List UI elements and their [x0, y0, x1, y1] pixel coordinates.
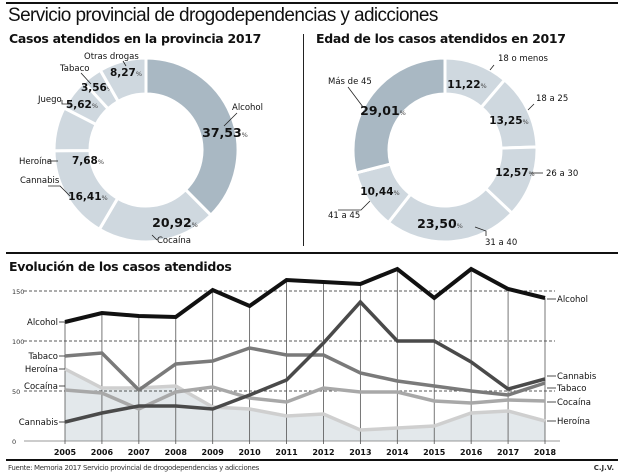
donut-category-label: Cocaína — [157, 236, 191, 246]
right-series-label: Heroína — [557, 417, 590, 427]
x-tick-label: 2006 — [91, 448, 114, 457]
leader-line — [61, 100, 72, 105]
y-tick-label: 100 — [12, 338, 24, 346]
donut-value-label: 37,53% — [202, 125, 248, 140]
donut-value-label: 8,27% — [110, 67, 142, 79]
heroina-area — [65, 369, 545, 441]
donut-value-label: 10,44% — [360, 186, 399, 198]
donut-category-label: Más de 45 — [328, 77, 372, 87]
donut-category-label: Heroína — [19, 157, 52, 167]
donut-value-label: 13,25% — [489, 115, 528, 127]
donut-value-label: 11,22% — [447, 79, 486, 91]
x-tick-label: 2009 — [202, 448, 225, 457]
x-tick-label: 2010 — [238, 448, 261, 457]
x-tick-label: 2015 — [423, 448, 446, 457]
donut2-title: Edad de los casos atendidos en 2017 — [316, 31, 566, 46]
donut-value-label: 20,92% — [152, 215, 198, 230]
y-tick-label: 50 — [12, 388, 20, 396]
left-series-label: Cannabis — [19, 418, 59, 428]
donut-category-label: Alcohol — [232, 103, 263, 113]
left-series-label: Alcohol — [27, 318, 58, 328]
line-chart-title: Evolución de los casos atendidos — [9, 259, 232, 274]
x-tick-label: 2012 — [312, 448, 334, 457]
series-line-tabaco — [64, 346, 546, 397]
leader-line — [347, 86, 364, 108]
donut-category-label: Tabaco — [59, 64, 89, 74]
donut-category-label: 26 a 30 — [546, 169, 578, 179]
x-tick-label: 2013 — [349, 448, 371, 457]
series-line-cannabis — [64, 299, 546, 424]
donut-value-label: 23,50% — [417, 216, 463, 231]
donut1-title: Casos atendidos en la provincia 2017 — [9, 31, 262, 46]
x-tick-label: 2007 — [128, 448, 150, 457]
x-tick-label: 2017 — [497, 448, 519, 457]
donut-value-label: 29,01% — [360, 103, 406, 118]
leader-line — [489, 64, 495, 71]
leader-line — [80, 72, 92, 85]
donut-value-label: 16,41% — [68, 191, 107, 203]
leader-line — [122, 60, 127, 67]
page-title: Servicio provincial de drogodependencias… — [8, 5, 438, 26]
leader-line — [474, 226, 487, 236]
section-divider — [303, 34, 304, 246]
donut-category-label: Cannabis — [20, 176, 60, 186]
donut-slice-m-s-de-45 — [351, 56, 447, 175]
top-rule — [6, 2, 618, 4]
leader-line — [338, 200, 371, 211]
donut-value-label: 5,62% — [66, 99, 98, 111]
donut-value-label: 7,68% — [72, 155, 104, 167]
donut-slice-otras-drogas — [98, 56, 148, 104]
bottom-rule — [6, 459, 618, 461]
x-tick-label: 2005 — [54, 448, 77, 457]
donut-category-label: 18 o menos — [498, 54, 549, 64]
donut-value-label: 12,57% — [495, 167, 534, 179]
leader-line — [48, 185, 71, 197]
x-tick-label: 2016 — [460, 448, 483, 457]
left-series-label: Tabaco — [28, 352, 58, 362]
donut-category-label: 31 a 40 — [485, 238, 517, 248]
section-divider-horizontal — [6, 252, 618, 254]
x-tick-label: 2008 — [165, 448, 188, 457]
x-tick-label: 2011 — [275, 448, 298, 457]
credit: C.J.V. — [593, 464, 614, 472]
right-series-label: Tabaco — [556, 384, 586, 394]
donut-category-label: Otras drogas — [84, 52, 139, 62]
donut-slice-alcohol — [144, 56, 240, 218]
right-series-label: Cannabis — [557, 372, 597, 382]
series-line-alcohol — [64, 266, 546, 324]
x-tick-label: 2018 — [534, 448, 557, 457]
leader-line — [223, 112, 238, 127]
leader-line — [527, 103, 535, 111]
donut-category-label: Juego — [37, 95, 62, 105]
y-tick-label: 0 — [12, 438, 16, 446]
y-tick-label: 150 — [12, 288, 24, 296]
donut-category-label: 18 a 25 — [536, 94, 568, 104]
right-series-label: Alcohol — [557, 295, 588, 305]
source-note: Fuente: Memoria 2017 Servicio provincial… — [8, 464, 259, 472]
left-series-label: Heroína — [25, 365, 58, 375]
left-series-label: Cocaína — [24, 382, 58, 392]
leader-line — [151, 234, 158, 241]
right-series-label: Cocaína — [557, 398, 591, 408]
x-tick-label: 2014 — [386, 448, 409, 457]
donut-category-label: 41 a 45 — [328, 211, 360, 221]
